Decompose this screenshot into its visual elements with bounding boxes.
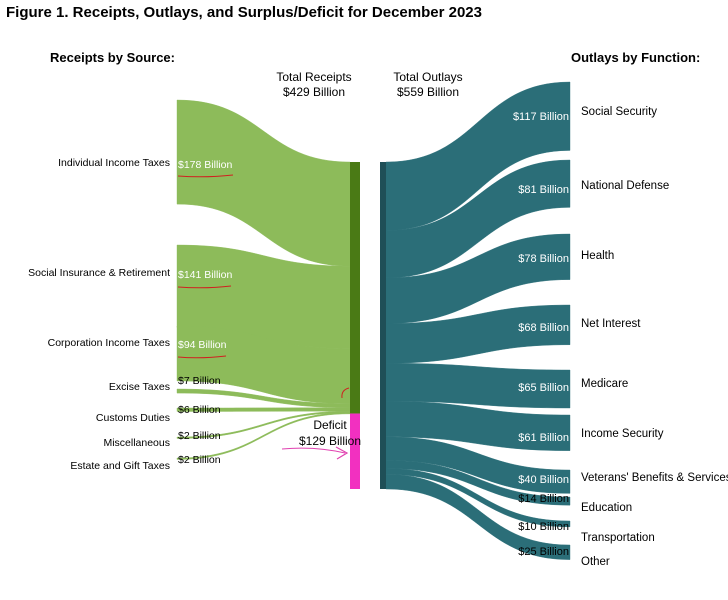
total-outlays-value: $559 Billion [396,85,460,99]
hand-tick-mark [341,387,350,399]
hand-underline [177,174,234,178]
outlay-function-label: Other [581,556,610,568]
receipt-flow-individual-income-taxes [176,99,351,267]
outlay-value-label: $10 Billion [518,521,569,533]
outlay-value-label: $14 Billion [518,493,569,505]
outlay-value-label: $65 Billion [518,382,569,394]
receipt-source-label: Social Insurance & Retirement [28,267,170,279]
receipt-value-label: $141 Billion [178,269,232,281]
receipt-source-label: Customs Duties [96,412,170,424]
outlay-flow-social-security [385,81,571,231]
outlay-value-label: $40 Billion [518,474,569,486]
receipt-value-label: $2 Billion [178,430,221,442]
outlay-value-label: $25 Billion [518,546,569,558]
total-outlays-title: Total Outlays [393,70,463,84]
outlay-flows [385,81,571,560]
receipt-source-label: Corporation Income Taxes [48,337,170,349]
outlay-value-label: $78 Billion [518,253,569,265]
outlay-flow-other [385,474,571,560]
hand-arrow [281,447,346,454]
outlay-flow-national-defense [385,159,571,279]
outlay-value-label: $61 Billion [518,432,569,444]
receipt-value-label: $94 Billion [178,339,227,351]
total-receipts-title: Total Receipts [276,70,352,84]
deficit-bar [350,413,360,489]
total-outlays-label: Total Outlays $559 Billion [378,70,478,100]
hand-underline [177,285,232,289]
deficit-title: Deficit [313,418,347,432]
outlay-value-label: $81 Billion [518,184,569,196]
outlay-function-label: National Defense [581,180,669,192]
receipt-value-label: $7 Billion [178,375,221,387]
outlay-function-label: Education [581,502,632,514]
total-receipts-value: $429 Billion [282,85,346,99]
receipt-source-label: Estate and Gift Taxes [70,460,170,472]
outlay-function-label: Social Security [581,106,657,118]
total-outlays-bar [380,162,386,489]
receipts-heading: Receipts by Source: [50,50,175,65]
total-bars [350,162,386,489]
outlay-function-label: Health [581,250,614,262]
outlays-heading: Outlays by Function: [571,50,701,65]
outlay-function-label: Income Security [581,428,664,440]
receipt-value-label: $2 Billion [178,454,221,466]
receipt-source-label: Miscellaneous [103,437,170,449]
outlay-flow-veterans-benefits-services [385,436,571,494]
outlay-value-label: $68 Billion [518,322,569,334]
outlay-flow-education [385,460,571,506]
outlay-flow-health [385,233,571,324]
outlay-value-label: $117 Billion [513,111,569,123]
total-receipts-label: Total Receipts $429 Billion [264,70,364,100]
outlay-flow-medicare [385,363,571,409]
outlay-function-label: Veterans' Benefits & Services [581,472,728,484]
outlay-function-label: Medicare [581,378,628,390]
receipt-value-label: $178 Billion [178,159,232,171]
receipt-flows [176,99,351,460]
outlay-function-label: Transportation [581,532,655,544]
receipt-source-label: Individual Income Taxes [58,157,170,169]
total-receipts-bar [350,162,360,414]
chart-labels: Individual Income Taxes $178 Billion Socia… [28,106,728,568]
hand-underline [177,355,227,359]
outlay-flow-transportation [385,468,571,528]
hand-annotations [177,174,350,460]
receipt-source-label: Excise Taxes [109,381,170,393]
hand-arrow-head [335,446,349,460]
outlay-flow-net-interest [385,304,571,364]
deficit-value: $129 Billion [298,434,362,448]
figure-title: Figure 1. Receipts, Outlays, and Surplus… [6,4,482,21]
outlay-function-label: Net Interest [581,318,641,330]
outlay-flow-income-security [385,401,571,451]
receipt-value-label: $6 Billion [178,404,221,416]
deficit-label: Deficit $129 Billion [275,417,385,449]
